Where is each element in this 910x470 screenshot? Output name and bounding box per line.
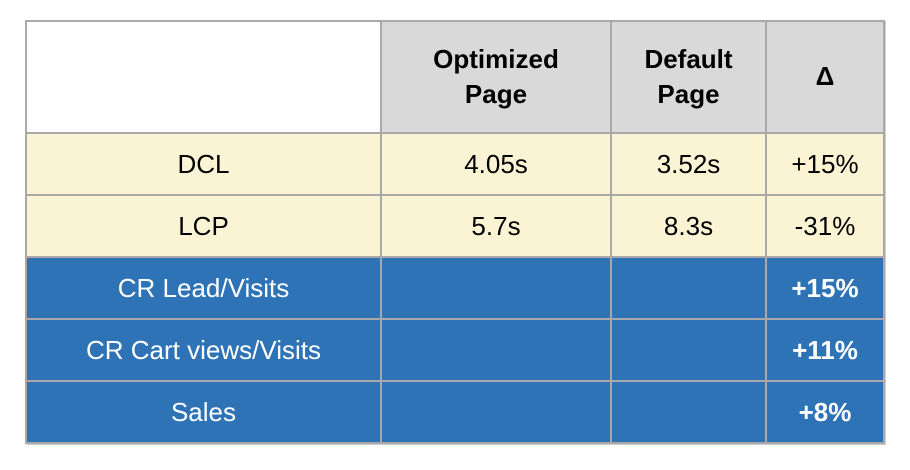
cell-optimized [380,256,612,320]
table-row-lcp: LCP 5.7s 8.3s -31% [25,194,885,258]
cell-default: 3.52s [610,132,767,196]
cell-optimized: 5.7s [380,194,612,258]
cell-delta: +8% [765,380,885,444]
cell-optimized [380,318,612,382]
column-header-default-page: Default Page [610,20,767,134]
row-label: CR Lead/Visits [25,256,382,320]
cell-delta: +11% [765,318,885,382]
cell-optimized [380,380,612,444]
row-label: DCL [25,132,382,196]
corner-cell [25,20,382,134]
row-label: CR Cart views/Visits [25,318,382,382]
column-header-optimized-page: Optimized Page [380,20,612,134]
column-header-delta: Δ [765,20,885,134]
cell-delta: +15% [765,256,885,320]
row-label: Sales [25,380,382,444]
cell-default [610,380,767,444]
table-row-cr-cart-views-visits: CR Cart views/Visits +11% [25,318,885,382]
cell-delta: -31% [765,194,885,258]
row-label: LCP [25,194,382,258]
cell-default [610,256,767,320]
table-row-sales: Sales +8% [25,380,885,444]
cell-default: 8.3s [610,194,767,258]
table-row-dcl: DCL 4.05s 3.52s +15% [25,132,885,196]
cell-delta: +15% [765,132,885,196]
table-header-row: Optimized Page Default Page Δ [25,20,885,134]
cell-optimized: 4.05s [380,132,612,196]
cell-default [610,318,767,382]
table-row-cr-lead-visits: CR Lead/Visits +15% [25,256,885,320]
comparison-table: Optimized Page Default Page Δ DCL 4.05s … [25,20,885,444]
